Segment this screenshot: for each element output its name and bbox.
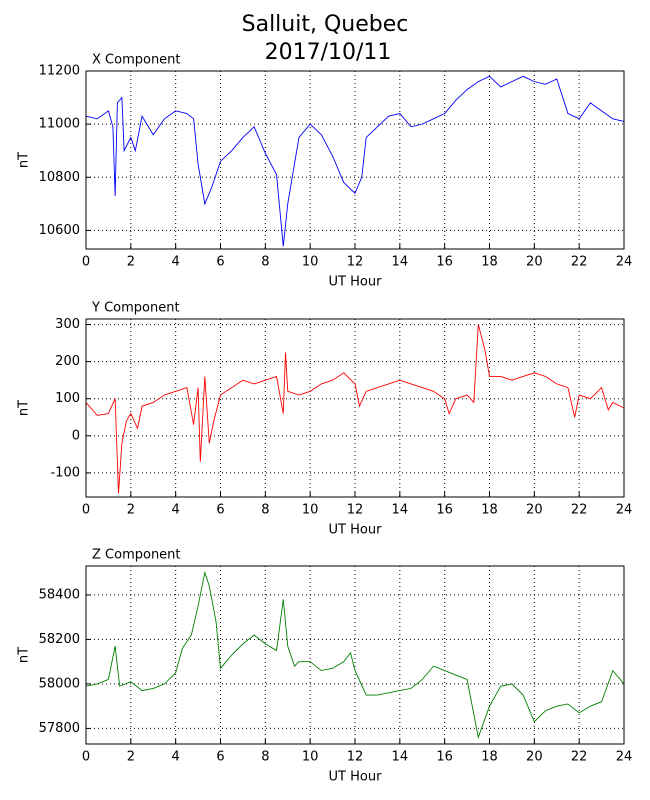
x-tick-label: 14 [392, 503, 409, 518]
x-tick-label: 18 [481, 255, 498, 270]
x-tick-label: 4 [172, 255, 180, 270]
y-tick-label: 58200 [39, 632, 80, 647]
x-tick-label: 24 [616, 750, 633, 765]
x-tick-label: 2 [127, 255, 135, 270]
y-tick-label: 58000 [39, 676, 80, 691]
y-tick-label: 10600 [39, 223, 80, 238]
x-tick-label: 20 [526, 750, 543, 765]
y-axis-label: nT [17, 400, 32, 416]
x-tick-label: 16 [436, 503, 453, 518]
y-tick-label: 11200 [39, 64, 80, 79]
x-tick-label: 22 [571, 255, 588, 270]
x-tick-label: 12 [347, 503, 364, 518]
panel-title: Y Component [91, 301, 180, 316]
y-tick-label: 58400 [39, 587, 80, 602]
panel-title: Z Component [92, 548, 181, 563]
y-axis-label: nT [17, 152, 32, 168]
x-tick-label: 6 [216, 750, 224, 765]
figure-subtitle: 2017/10/11 [265, 40, 392, 65]
x-tick-label: 4 [172, 503, 180, 518]
y-tick-label: 300 [55, 317, 80, 332]
x-tick-label: 20 [526, 255, 543, 270]
y-tick-label: 11000 [39, 117, 80, 132]
plot-frame [85, 70, 625, 250]
y-tick-label: 57800 [39, 721, 80, 736]
x-tick-label: 12 [347, 255, 364, 270]
x-tick-label: 2 [127, 750, 135, 765]
x-tick-label: 10 [302, 503, 319, 518]
data-line [85, 324, 625, 494]
x-tick-label: 16 [436, 750, 453, 765]
y-tick-label: 0 [72, 428, 80, 443]
x-tick-label: 10 [302, 750, 319, 765]
x-tick-label: 10 [302, 255, 319, 270]
x-tick-label: 12 [347, 750, 364, 765]
x-tick-label: 8 [261, 255, 269, 270]
x-tick-label: 18 [481, 750, 498, 765]
x-tick-label: 6 [216, 255, 224, 270]
plot-frame [85, 318, 625, 498]
x-tick-label: 16 [436, 255, 453, 270]
x-tick-label: 24 [616, 255, 633, 270]
x-tick-label: 6 [216, 503, 224, 518]
x-tick-label: 22 [571, 503, 588, 518]
data-line [85, 75, 625, 247]
x-tick-label: 8 [261, 750, 269, 765]
x-tick-label: 0 [82, 750, 90, 765]
x-tick-label: 4 [172, 750, 180, 765]
x-tick-label: 24 [616, 503, 633, 518]
x-tick-label: 20 [526, 503, 543, 518]
y-tick-label: 10800 [39, 170, 80, 185]
x-axis-label: UT Hour [329, 275, 383, 290]
x-axis-label: UT Hour [329, 523, 383, 538]
y-tick-label: 200 [55, 354, 80, 369]
data-line [85, 570, 625, 740]
figure-title: Salluit, Quebec [242, 12, 409, 37]
y-tick-label: 100 [55, 391, 80, 406]
panel-title: X Component [92, 53, 181, 68]
x-tick-label: 8 [261, 503, 269, 518]
x-tick-label: 0 [82, 255, 90, 270]
x-tick-label: 0 [82, 503, 90, 518]
x-tick-label: 22 [571, 750, 588, 765]
y-axis-label: nT [17, 647, 32, 663]
plot-frame [85, 565, 625, 745]
x-tick-label: 2 [127, 503, 135, 518]
x-tick-label: 14 [392, 750, 409, 765]
x-tick-label: 18 [481, 503, 498, 518]
x-axis-label: UT Hour [329, 770, 383, 785]
y-tick-label: -100 [50, 465, 80, 480]
x-tick-label: 14 [392, 255, 409, 270]
